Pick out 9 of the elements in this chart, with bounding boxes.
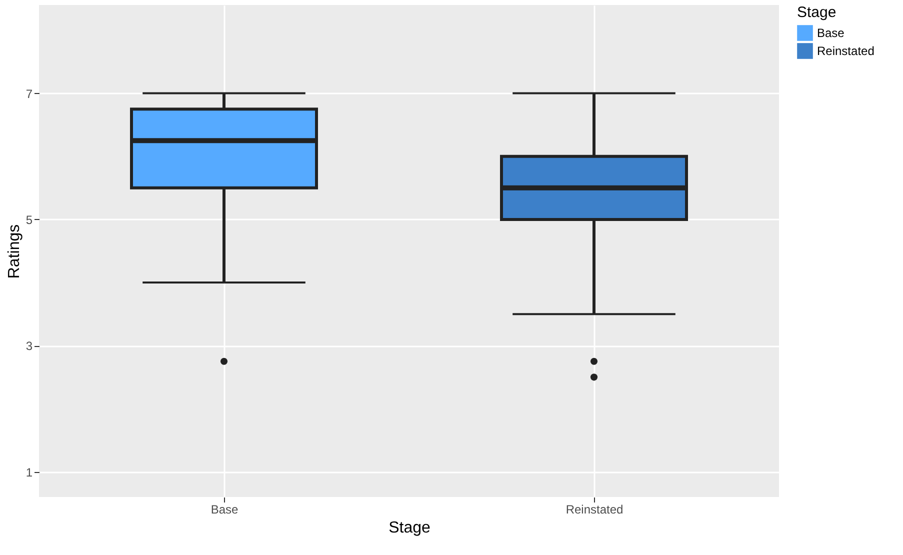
legend-label: Base: [817, 26, 845, 40]
y-tick-label: 5: [26, 212, 33, 227]
y-tick-label: 7: [26, 86, 33, 101]
legend-label: Reinstated: [817, 44, 874, 58]
y-tick-label: 3: [26, 339, 33, 354]
y-tick-label: 1: [26, 465, 33, 480]
legend-title: Stage: [797, 4, 836, 21]
x-axis-title: Stage: [388, 520, 431, 536]
y-axis-title: Ratings: [6, 224, 23, 279]
